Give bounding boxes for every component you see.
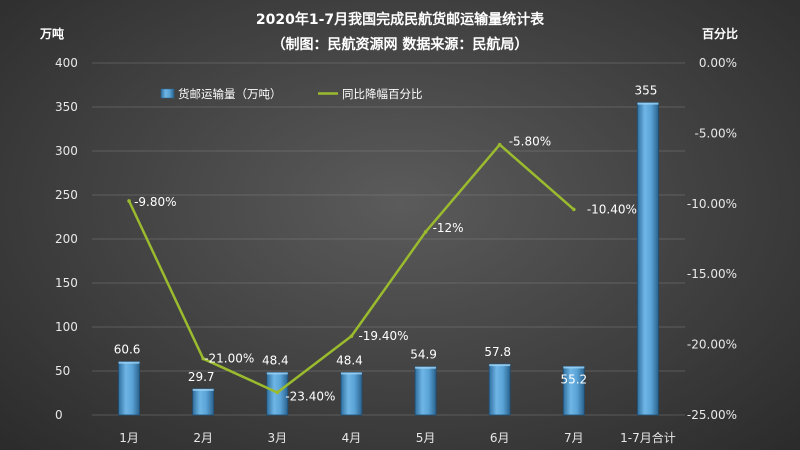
bar (340, 372, 363, 416)
line-value-label: -21.00% (204, 352, 254, 366)
x-tick-label: 1月 (119, 431, 139, 445)
bar (637, 102, 659, 416)
bar-value-label: 48.4 (336, 353, 363, 367)
bar-value-label: 54.9 (410, 348, 437, 362)
x-tick-label: 5月 (416, 431, 436, 445)
line-point (572, 207, 576, 212)
bar-cap (340, 372, 362, 375)
legend: 货邮运输量（万吨） 同比降幅百分比 (160, 87, 423, 101)
bar-value-label: 60.6 (114, 343, 141, 357)
right-tick-label: 0.00% (699, 56, 737, 70)
chart-subtitle: （制图：民航资源网 数据来源：民航局） (272, 36, 529, 53)
bar-cap (637, 102, 659, 105)
x-tick-label: 2月 (193, 431, 213, 445)
x-tick-label: 3月 (267, 431, 287, 445)
line-point (275, 390, 280, 395)
line-value-label: -5.80% (509, 135, 551, 149)
line-point (497, 142, 502, 147)
right-tick-label: -5.00% (695, 126, 737, 140)
legend-line-label: 同比降幅百分比 (342, 87, 423, 101)
bar-cap (118, 361, 140, 364)
left-tick-label: 350 (55, 100, 78, 114)
bar (488, 363, 511, 416)
x-tick-label: 4月 (342, 431, 362, 445)
bar-value-label: 55.2 (560, 372, 587, 386)
left-tick-label: 0 (55, 408, 63, 422)
bar-value-label: 29.7 (188, 370, 215, 384)
line-value-label: -23.40% (285, 389, 335, 403)
bar (414, 366, 437, 416)
line-series: -9.80% -21.00% -23.40% -19.40% -12% -5.80% -10… (127, 135, 637, 403)
right-tick-label: -10.00% (687, 197, 737, 211)
bar-cap (192, 388, 214, 391)
left-axis-ticks: 0 50 100 150 200 250 300 350 400 (55, 56, 78, 422)
left-tick-label: 300 (55, 144, 78, 158)
left-tick-label: 400 (55, 56, 78, 70)
left-tick-label: 100 (55, 320, 78, 334)
bar-cap (415, 366, 437, 369)
line-point (349, 334, 354, 338)
left-tick-label: 250 (55, 188, 78, 202)
line-point (201, 356, 205, 361)
bar-series: 60.6 29.7 48.4 48.4 54.9 57.8 55.2 355 (114, 84, 659, 416)
bar-value-label: 48.4 (262, 353, 289, 367)
line-value-label: -19.40% (358, 329, 408, 343)
line-value-label: -10.40% (587, 202, 637, 216)
grid-layer (92, 62, 685, 416)
right-tick-label: -15.00% (687, 267, 737, 281)
line-point (423, 230, 428, 234)
x-tick-label: 1-7月合计 (620, 430, 676, 445)
right-axis-unit: 百分比 (702, 26, 738, 41)
bar-cap (489, 364, 511, 367)
chart-title: 2020年1-7月我国完成民航货邮运输量统计表 (256, 11, 545, 28)
left-tick-label: 150 (55, 276, 78, 290)
line-value-label: -9.80% (134, 195, 176, 209)
left-axis-unit: 万吨 (39, 26, 64, 41)
right-axis-ticks: -25.00% -20.00% -15.00% -10.00% -5.00% 0.00% (687, 56, 737, 422)
bar (192, 388, 215, 416)
legend-bar-swatch (160, 88, 175, 99)
right-tick-label: -25.00% (687, 408, 737, 422)
bar-cap (266, 372, 288, 375)
line-value-label: -12% (433, 221, 464, 235)
left-tick-label: 50 (55, 364, 70, 378)
x-axis-ticks: 1月 2月 3月 4月 5月 6月 7月 1-7月合计 (119, 430, 676, 445)
bar-value-label: 57.8 (484, 345, 511, 359)
line-point (127, 199, 131, 203)
bar-cap (563, 366, 585, 369)
left-tick-label: 200 (55, 232, 78, 246)
bar (118, 361, 140, 416)
right-tick-label: -20.00% (687, 338, 737, 352)
x-tick-label: 6月 (490, 431, 510, 445)
x-tick-label: 7月 (564, 431, 584, 445)
legend-bar-label: 货邮运输量（万吨） (178, 87, 282, 101)
bar-value-label: 355 (634, 84, 657, 98)
